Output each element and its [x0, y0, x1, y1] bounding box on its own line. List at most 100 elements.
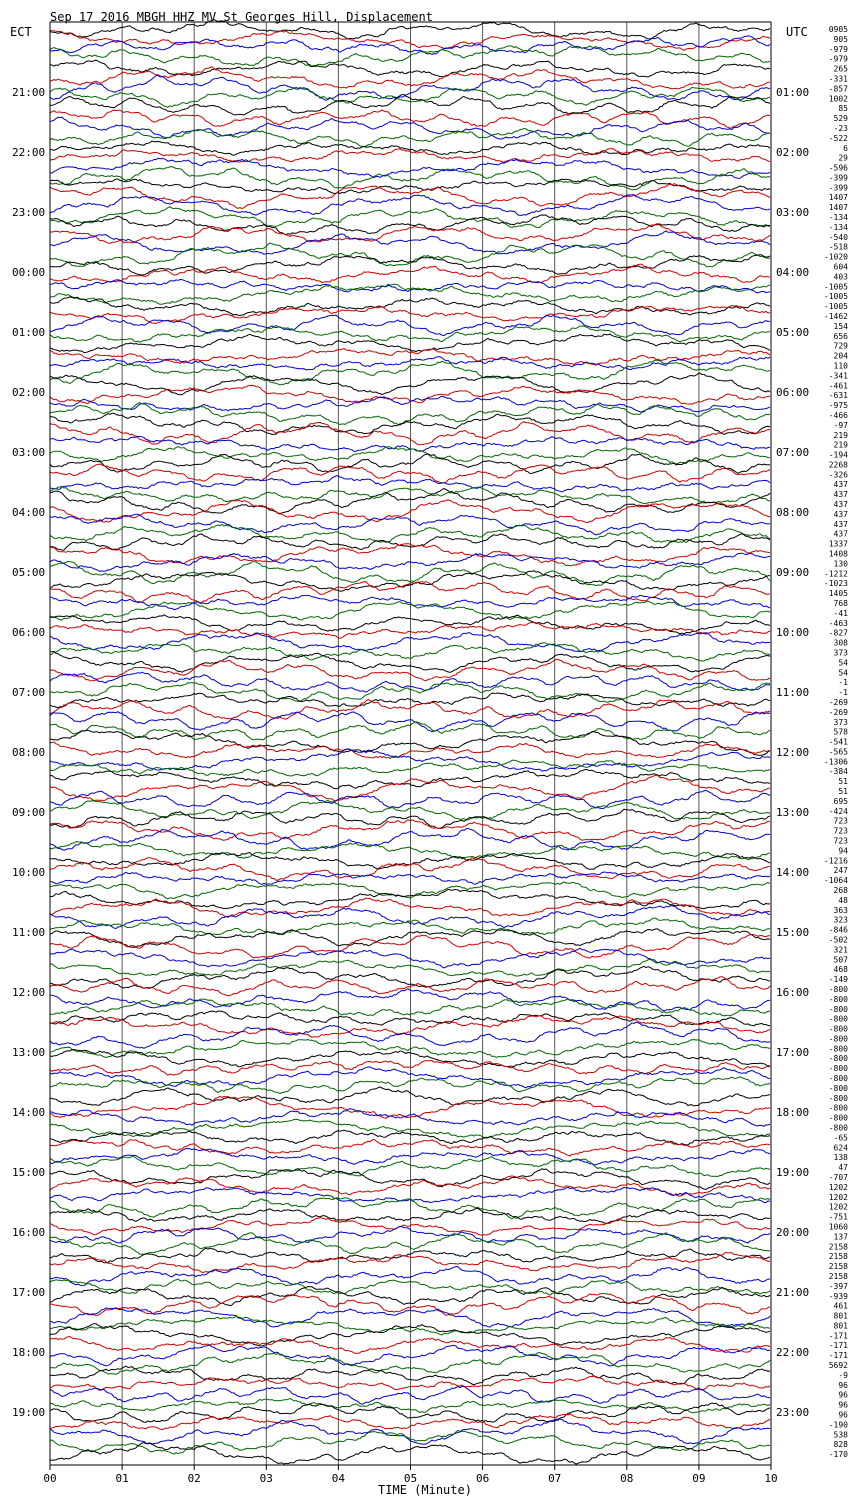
seismic-trace	[49, 127, 771, 148]
trace-offset-label: -800	[829, 1015, 848, 1024]
trace-offset-label: -1212	[824, 569, 848, 578]
trace-offset-label: -800	[829, 1034, 848, 1043]
seismic-trace	[49, 223, 771, 244]
trace-offset-label: 437	[834, 490, 849, 499]
trace-offset-label: -800	[829, 1124, 848, 1133]
seismic-trace	[49, 1365, 771, 1386]
x-tick-label: 08	[620, 1472, 633, 1485]
trace-offset-label: 321	[834, 945, 849, 954]
seismic-trace	[49, 827, 771, 851]
seismic-trace	[49, 819, 771, 841]
seismic-trace	[49, 523, 771, 544]
trace-offset-label: 48	[838, 896, 848, 905]
x-tick-label: 09	[692, 1472, 705, 1485]
ect-hour-label: 18:00	[12, 1346, 45, 1359]
trace-offset-label: 154	[834, 322, 849, 331]
seismic-trace	[49, 402, 771, 426]
seismic-traces	[49, 19, 771, 1465]
trace-offset-label: 729	[834, 342, 849, 351]
trace-offset-label: -751	[829, 1213, 848, 1222]
ect-hour-label: 21:00	[12, 86, 45, 99]
trace-offset-label: 94	[838, 846, 848, 855]
seismic-trace	[49, 475, 771, 493]
seismic-trace	[49, 947, 771, 969]
seismic-trace	[49, 621, 771, 639]
seismic-trace	[49, 1129, 771, 1146]
trace-offset-label: 828	[834, 1440, 849, 1449]
seismic-trace	[49, 194, 771, 216]
trace-offset-label: 47	[838, 1163, 848, 1172]
seismic-trace	[49, 1402, 771, 1423]
seismic-trace	[49, 1118, 771, 1139]
seismic-trace	[49, 729, 771, 756]
trace-offset-label: 437	[834, 530, 849, 539]
ect-hour-label: 13:00	[12, 1046, 45, 1059]
seismic-trace	[49, 1048, 771, 1068]
seismic-trace	[49, 1413, 771, 1431]
x-tick-label: 01	[115, 1472, 128, 1485]
trace-offset-label: 437	[834, 520, 849, 529]
seismic-trace	[49, 905, 771, 930]
seismic-trace	[49, 682, 771, 703]
ect-hour-label: 23:00	[12, 206, 45, 219]
seismic-trace	[49, 45, 771, 67]
seismic-trace	[49, 774, 771, 802]
trace-offset-label: -134	[829, 223, 848, 232]
trace-offset-label: -65	[834, 1133, 849, 1142]
x-tick-label: 07	[548, 1472, 561, 1485]
trace-offset-label: 308	[834, 639, 849, 648]
seismic-trace	[50, 1307, 771, 1328]
trace-offset-label: 529	[834, 114, 849, 123]
seismic-trace	[49, 1086, 771, 1107]
seismic-trace	[49, 1175, 771, 1197]
seismic-trace	[50, 1315, 771, 1336]
trace-offset-label: -707	[829, 1173, 848, 1182]
trace-offset-label: 51	[838, 777, 848, 786]
trace-offset-label: 695	[834, 797, 849, 806]
utc-hour-label: 20:00	[776, 1226, 809, 1239]
trace-offset-label: -800	[829, 985, 848, 994]
trace-offset-label: -800	[829, 1114, 848, 1123]
trace-offset-label: 2158	[829, 1272, 848, 1281]
seismic-trace	[49, 671, 771, 693]
seismic-trace	[49, 157, 771, 179]
trace-offset-label: 437	[834, 500, 849, 509]
x-tick-label: 10	[764, 1472, 777, 1485]
seismic-trace	[49, 513, 770, 536]
x-tick-label: 04	[332, 1472, 346, 1485]
trace-offset-label: 137	[834, 1232, 849, 1241]
seismic-trace	[49, 86, 771, 108]
trace-offset-label: -502	[829, 935, 848, 944]
seismic-trace	[49, 897, 770, 918]
trace-offset-label: 437	[834, 480, 849, 489]
trace-offset-label: 1202	[829, 1193, 848, 1202]
trace-offset-label: -979	[829, 45, 848, 54]
trace-offset-label: -522	[829, 134, 848, 143]
seismic-trace	[49, 748, 771, 772]
trace-offset-label: -518	[829, 243, 848, 252]
trace-offset-label: 468	[834, 965, 849, 974]
trace-offset-label: -800	[829, 1104, 848, 1113]
trace-offset-label: 54	[838, 668, 848, 677]
seismic-trace	[49, 711, 771, 733]
seismic-trace	[49, 1247, 771, 1264]
utc-hour-label: 13:00	[776, 806, 809, 819]
trace-offset-label: -1005	[824, 282, 848, 291]
x-axis-label: TIME (Minute)	[378, 1483, 472, 1497]
x-tick-label: 06	[476, 1472, 489, 1485]
seismic-trace	[49, 1216, 771, 1236]
trace-offset-label: 96	[838, 1391, 848, 1400]
trace-offset-label: -596	[829, 164, 848, 173]
trace-offset-label: -171	[829, 1331, 848, 1340]
ect-hour-label: 08:00	[12, 746, 45, 759]
trace-offset-label: 2158	[829, 1262, 848, 1271]
trace-offset-label: -23	[834, 124, 849, 133]
trace-offset-label: -800	[829, 1025, 848, 1034]
seismic-trace	[49, 917, 771, 936]
seismic-trace	[49, 988, 770, 1012]
trace-offset-label: -1023	[824, 579, 848, 588]
seismic-trace	[49, 278, 771, 294]
trace-offset-label: -194	[829, 451, 848, 460]
utc-hour-label: 17:00	[776, 1046, 809, 1059]
